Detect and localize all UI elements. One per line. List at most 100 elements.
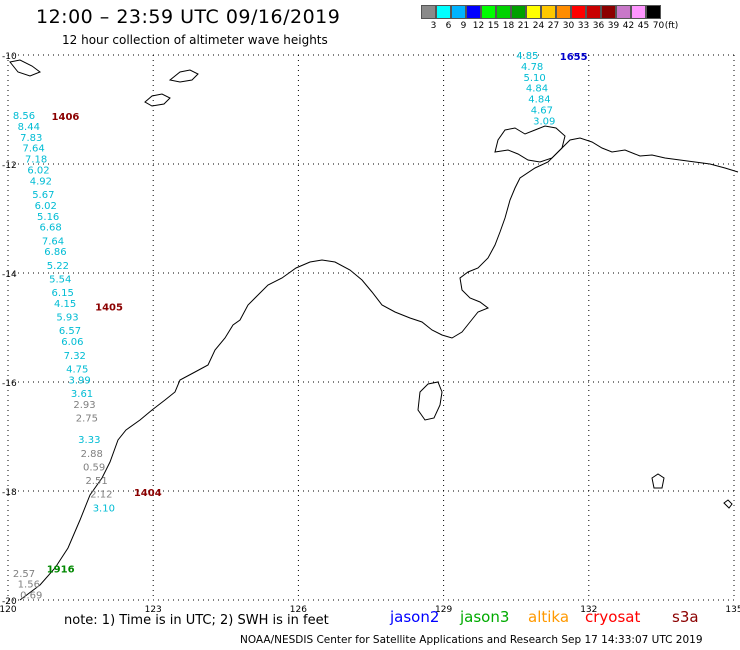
wave-height-value: 2.75 (76, 413, 98, 424)
scale-swatch-9 (451, 5, 466, 19)
wave-height-value: 7.64 (42, 236, 64, 247)
wave-height-value: 3.99 (69, 375, 91, 386)
wave-height-value: 2.57 (13, 569, 35, 580)
pass-time: 1404 (134, 488, 162, 499)
scale-swatch-42 (616, 5, 631, 19)
wave-height-value: 6.02 (27, 165, 49, 176)
wave-height-value: 4.78 (521, 62, 543, 73)
map-grid (7, 54, 735, 601)
island-5 (651, 473, 665, 489)
wave-height-value: 6.57 (59, 326, 81, 337)
wave-height-value: 5.22 (47, 261, 69, 272)
wave-height-value: 4.75 (66, 364, 88, 375)
wave-height-value: 2.12 (90, 490, 112, 501)
map-subtitle: 12 hour collection of altimeter wave hei… (62, 33, 328, 47)
wave-height-value: 5.93 (56, 313, 78, 324)
wave-height-value: 4.84 (526, 84, 548, 95)
x-tick-label: 120 (0, 605, 17, 615)
wave-height-value: 6.02 (35, 201, 57, 212)
wave-height-value: 8.44 (18, 122, 40, 133)
scale-swatch-36 (586, 5, 601, 19)
scale-swatch-45 (631, 5, 646, 19)
wave-height-value: 4.92 (30, 176, 52, 187)
wave-height-value: 3.33 (78, 435, 100, 446)
scale-label-33: 33 (577, 21, 590, 31)
pass-time: 1405 (95, 303, 123, 314)
scale-unit: (ft) (664, 21, 679, 31)
island-3 (9, 59, 42, 77)
scale-swatch-12 (466, 5, 481, 19)
scale-label-21: 21 (517, 21, 530, 31)
scale-label-15: 15 (487, 21, 500, 31)
wave-height-value: 4.85 (516, 51, 538, 62)
wave-height-value: 5.16 (37, 212, 59, 223)
scale-label-3: 3 (430, 21, 437, 31)
scale-label-27: 27 (547, 21, 560, 31)
x-tick-label: 135 (725, 605, 740, 615)
legend-cryosat: cryosat (585, 608, 641, 626)
scale-label-39: 39 (607, 21, 620, 31)
wave-height-value: 2.88 (81, 449, 103, 460)
wave-height-value: 4.67 (531, 106, 553, 117)
wave-height-value: 3.61 (71, 389, 93, 400)
coastline-peninsula (494, 125, 566, 163)
x-tick-label: 123 (145, 605, 162, 615)
x-tick-label: 132 (580, 605, 597, 615)
scale-label-30: 30 (562, 21, 575, 31)
y-tick-label: -14 (2, 270, 17, 280)
scale-label-70: 70 (652, 21, 665, 31)
island-2 (144, 93, 171, 107)
color-scale (421, 5, 661, 19)
y-tick-label: -18 (2, 488, 17, 498)
y-tick-label: -10 (2, 52, 17, 62)
scale-swatch-18 (496, 5, 511, 19)
wave-height-value: 0.59 (83, 462, 105, 473)
scale-label-18: 18 (502, 21, 515, 31)
map-note: note: 1) Time is in UTC; 2) SWH is in fe… (64, 613, 329, 628)
pass-time: 1655 (560, 52, 588, 63)
coastline (9, 59, 739, 601)
altimeter-tracks: 4.854.785.104.844.844.673.098.568.447.83… (13, 51, 556, 602)
x-axis-labels: 120 123 126 129 132 135 (0, 605, 740, 615)
wave-height-value: 8.56 (13, 111, 35, 122)
wave-height-value: 6.15 (52, 288, 74, 299)
wave-height-value: 6.06 (61, 337, 83, 348)
y-tick-label: -12 (2, 161, 17, 171)
wave-height-value: 1.56 (18, 580, 40, 591)
wave-height-value: 4.15 (54, 299, 76, 310)
scale-swatch-3 (421, 5, 436, 19)
scale-swatch-70 (646, 5, 661, 19)
scale-swatch-21 (511, 5, 526, 19)
y-tick-label: -16 (2, 379, 17, 389)
scale-label-24: 24 (532, 21, 545, 31)
map-footer: NOAA/NESDIS Center for Satellite Applica… (240, 634, 703, 646)
wave-height-value: 2.51 (85, 476, 107, 487)
scale-swatch-33 (571, 5, 586, 19)
wave-height-value: 4.84 (528, 95, 550, 106)
wave-height-value: 3.09 (533, 116, 555, 127)
y-axis-labels: -10 -12 -14 -16 -18 -20 (2, 52, 17, 607)
legend-jason3: jason3 (460, 608, 510, 626)
scale-swatch-6 (436, 5, 451, 19)
wave-height-value: 6.86 (44, 247, 66, 258)
legend-altika: altika (528, 608, 570, 626)
pass-time: 1406 (52, 112, 80, 123)
scale-label-6: 6 (445, 21, 452, 31)
legend-s3a: s3a (672, 608, 699, 626)
scale-label-36: 36 (592, 21, 605, 31)
wave-height-value: 7.83 (20, 133, 42, 144)
island-1 (168, 69, 199, 83)
x-tick-label: 129 (435, 605, 452, 615)
island-4 (417, 381, 443, 421)
scale-swatch-39 (601, 5, 616, 19)
wave-height-value: 5.10 (523, 73, 545, 84)
pass-time-labels: 1655 1406 1405 1404 1916 (47, 52, 588, 575)
island-6 (723, 499, 733, 509)
wave-height-value: 7.18 (25, 155, 47, 166)
scale-swatch-30 (556, 5, 571, 19)
scale-label-45: 45 (637, 21, 650, 31)
wave-height-value: 3.10 (93, 503, 115, 514)
wave-height-value: 2.93 (73, 400, 95, 411)
scale-swatch-15 (481, 5, 496, 19)
